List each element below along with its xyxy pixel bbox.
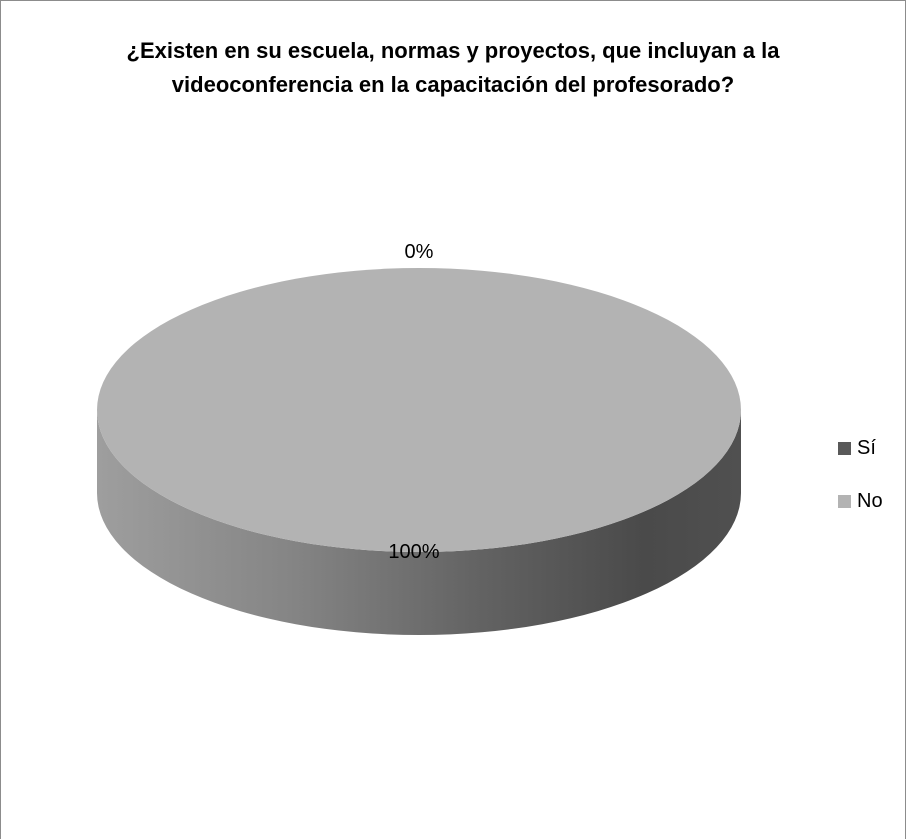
legend-swatch-no <box>838 494 851 508</box>
pie-side-wall <box>97 410 741 635</box>
chart-title: ¿Existen en su escuela, normas y proyect… <box>126 38 780 97</box>
legend-item-no: No <box>838 487 883 515</box>
data-label-0: 0% <box>405 241 434 263</box>
pie-slices <box>97 268 741 635</box>
legend-label-no: No <box>857 489 883 512</box>
legend: Sí No <box>838 434 883 540</box>
legend-item-si: Sí <box>838 434 883 462</box>
data-label-1: 100% <box>388 541 439 563</box>
legend-swatch-si <box>838 441 851 455</box>
data-labels: 0% 100% <box>388 241 439 563</box>
pie-slice-no <box>97 268 741 552</box>
legend-label-si: Sí <box>857 436 876 459</box>
